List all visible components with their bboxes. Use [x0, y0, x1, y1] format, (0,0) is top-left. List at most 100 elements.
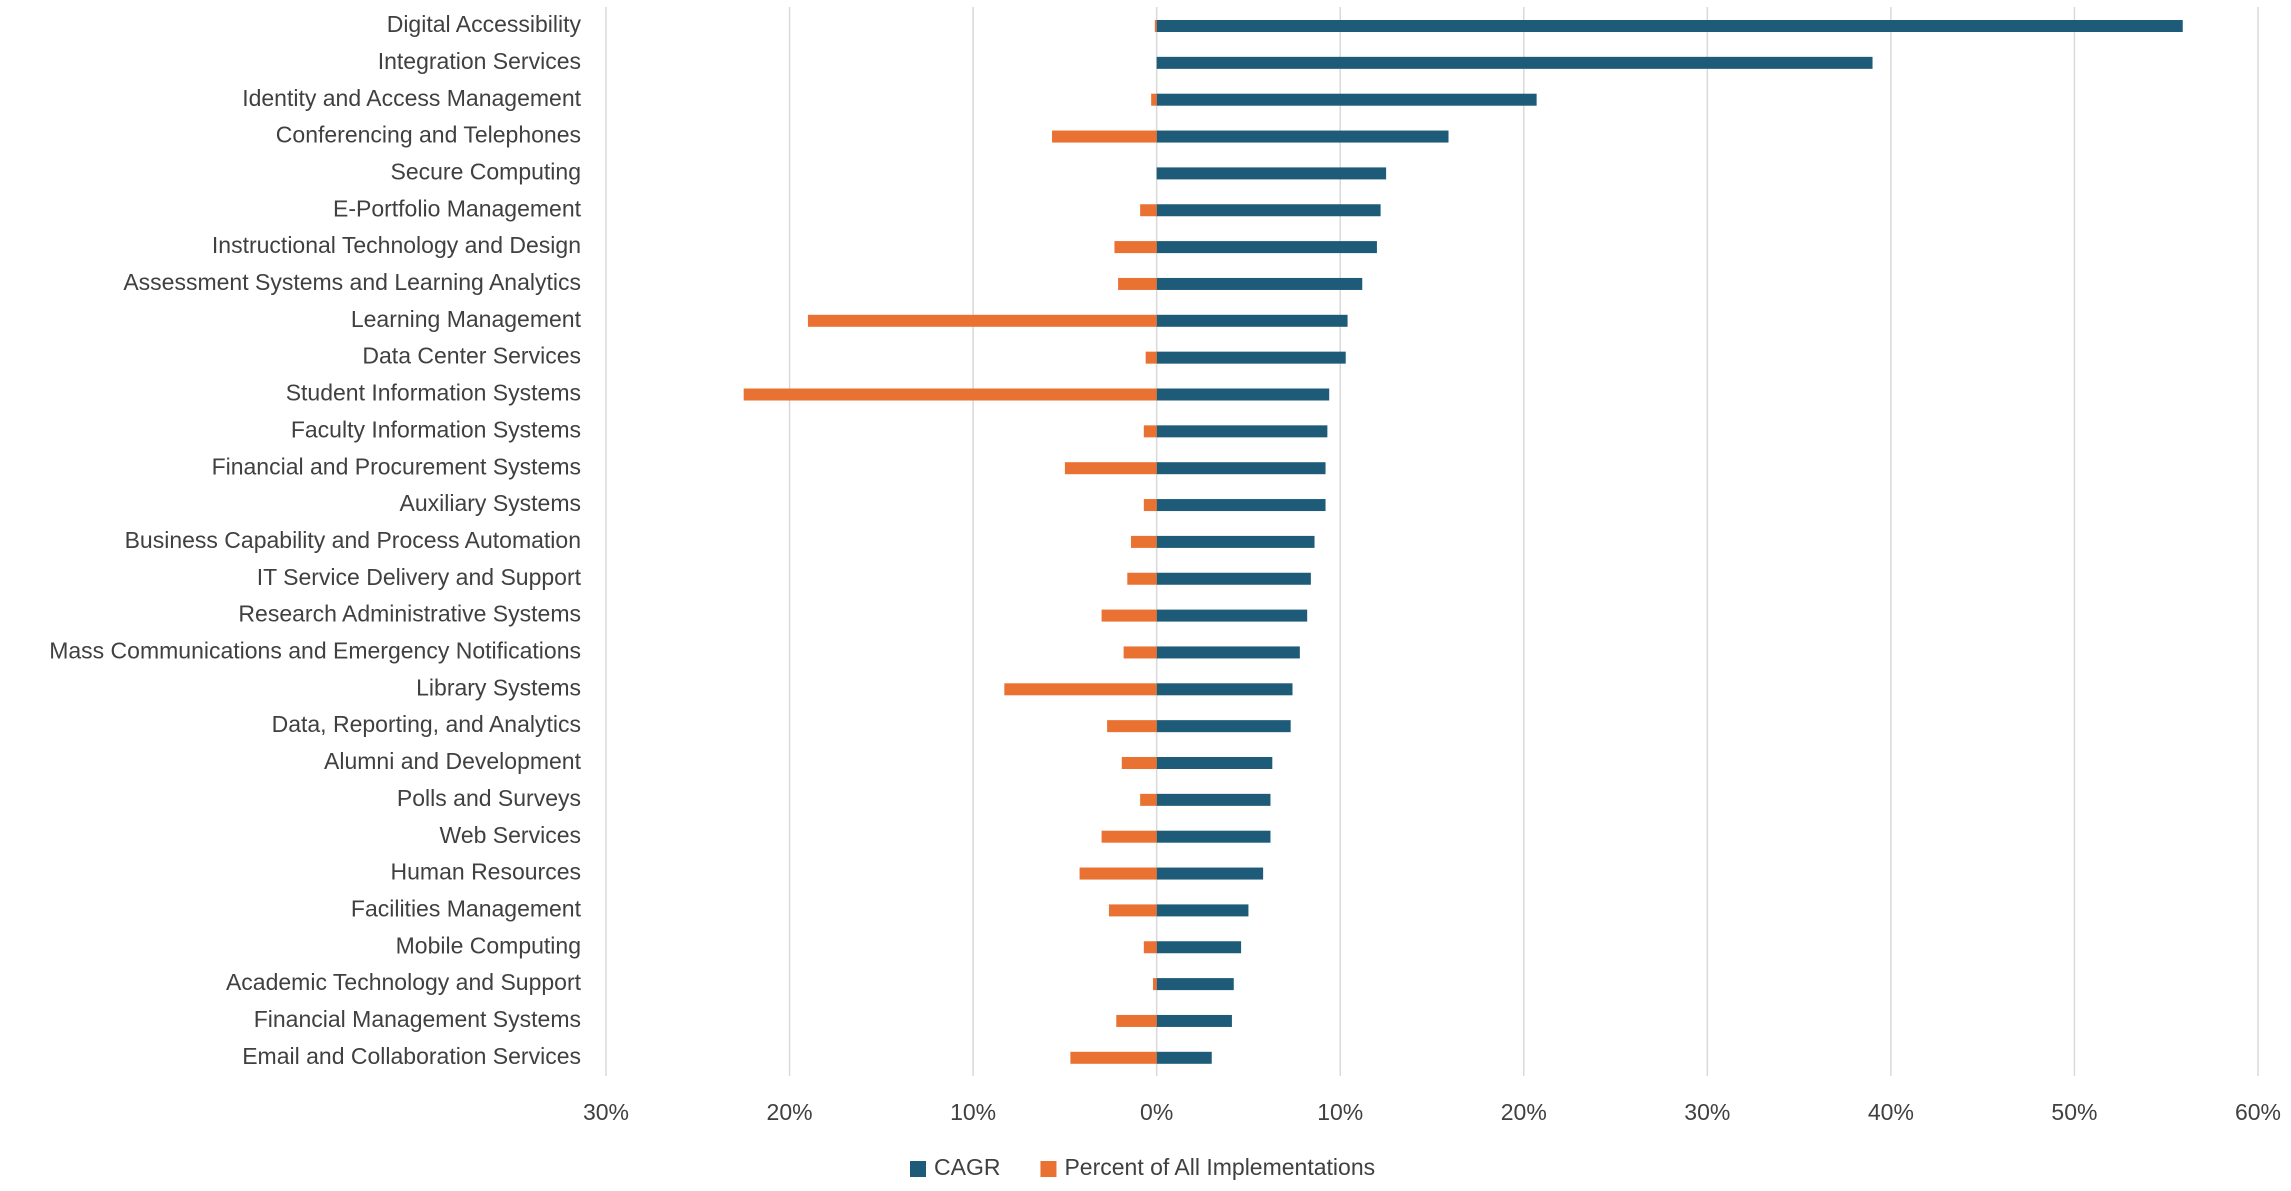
x-tick-label: 20% [1501, 1099, 1547, 1125]
bar [1156, 20, 2183, 32]
bar [1156, 1051, 1212, 1064]
bar [1156, 1014, 1232, 1027]
bar [1101, 609, 1157, 622]
bar [1156, 793, 1271, 806]
x-tick-label: 60% [2235, 1099, 2281, 1125]
y-tick-label: Identity and Access Management [242, 85, 581, 111]
bar [1156, 535, 1315, 548]
bar [1079, 867, 1157, 880]
bar [1156, 978, 1234, 991]
bar [1156, 941, 1242, 954]
bar [1145, 351, 1157, 364]
y-tick-label: Polls and Surveys [397, 785, 581, 811]
bar [1156, 462, 1326, 475]
y-tick-label: Email and Collaboration Services [242, 1043, 581, 1069]
bar [1118, 277, 1157, 290]
x-tick-label: 0% [1140, 1099, 1173, 1125]
x-tick-label: 50% [2051, 1099, 2097, 1125]
bar [743, 388, 1157, 401]
bar [1154, 20, 1157, 32]
bar [1114, 241, 1157, 254]
bar [1156, 167, 1387, 180]
bar [1121, 757, 1157, 769]
bar [1140, 204, 1157, 217]
x-tick-label: 20% [767, 1099, 813, 1125]
x-tick-label: 30% [583, 1099, 629, 1125]
x-tick-label: 30% [1684, 1099, 1730, 1125]
bar [1156, 609, 1308, 622]
bar [1156, 720, 1291, 733]
y-tick-label: Instructional Technology and Design [212, 232, 581, 258]
y-tick-label: Alumni and Development [324, 748, 582, 774]
y-tick-label: Library Systems [416, 674, 581, 700]
legend-label: Percent of All Implementations [1064, 1154, 1375, 1180]
y-tick-label: Secure Computing [391, 158, 582, 184]
bar [1156, 683, 1293, 696]
bar [1156, 867, 1264, 880]
y-tick-label: Integration Services [378, 48, 581, 74]
bar [1143, 425, 1157, 438]
bar [1156, 314, 1348, 327]
bar [1151, 93, 1157, 106]
y-tick-label: Business Capability and Process Automati… [125, 527, 581, 553]
bar [1156, 425, 1328, 438]
bar [1052, 130, 1157, 143]
legend-swatch [1040, 1161, 1057, 1177]
y-tick-label: Data, Reporting, and Analytics [272, 711, 581, 737]
y-tick-label: Web Services [440, 822, 581, 848]
x-tick-label: 40% [1868, 1099, 1914, 1125]
legend-swatch [910, 1161, 926, 1177]
y-tick-label: Digital Accessibility [387, 11, 582, 37]
bar [1143, 941, 1157, 954]
y-tick-label: Financial Management Systems [254, 1006, 581, 1032]
bar [1156, 241, 1377, 254]
y-tick-label: Data Center Services [362, 343, 581, 369]
y-tick-label: Learning Management [351, 306, 582, 332]
bar [1156, 277, 1363, 290]
y-tick-label: Student Information Systems [286, 380, 581, 406]
y-tick-label: Mass Communications and Emergency Notifi… [49, 638, 581, 664]
bar [1140, 793, 1157, 806]
bar [1064, 462, 1157, 475]
bar [1070, 1051, 1157, 1064]
bar [807, 314, 1157, 327]
bar [1156, 204, 1381, 217]
bar [1152, 978, 1157, 991]
bar [1156, 757, 1273, 769]
y-tick-label: Assessment Systems and Learning Analytic… [123, 269, 581, 295]
bar [1143, 499, 1157, 512]
bar [1130, 535, 1157, 548]
bar [1123, 646, 1157, 659]
y-tick-label: Conferencing and Telephones [276, 122, 581, 148]
bar [1156, 830, 1271, 843]
bar [1156, 646, 1300, 659]
y-tick-label: Research Administrative Systems [238, 601, 581, 627]
y-tick-label: Financial and Procurement Systems [212, 453, 581, 479]
bar [1101, 830, 1157, 843]
y-tick-label: Mobile Computing [396, 932, 581, 958]
bar [1116, 1014, 1157, 1027]
x-tick-label: 10% [950, 1099, 996, 1125]
y-tick-label: E-Portfolio Management [333, 195, 582, 221]
y-tick-label: Human Resources [391, 859, 581, 885]
bar [1156, 130, 1449, 143]
y-tick-label: Faculty Information Systems [291, 416, 581, 442]
bar [1108, 904, 1157, 917]
bar [1156, 351, 1346, 364]
bar [1004, 683, 1157, 696]
bar [1107, 720, 1157, 733]
legend-label: CAGR [934, 1154, 1000, 1180]
y-tick-label: Auxiliary Systems [400, 490, 581, 516]
bar [1127, 572, 1157, 585]
bar [1156, 499, 1326, 512]
x-tick-label: 10% [1317, 1099, 1363, 1125]
bar [1156, 93, 1537, 106]
bar [1156, 56, 1873, 69]
bar [1156, 572, 1311, 585]
y-tick-label: IT Service Delivery and Support [257, 564, 582, 590]
y-tick-label: Academic Technology and Support [226, 969, 582, 995]
y-tick-label: Facilities Management [351, 895, 582, 921]
bar [1156, 388, 1330, 401]
